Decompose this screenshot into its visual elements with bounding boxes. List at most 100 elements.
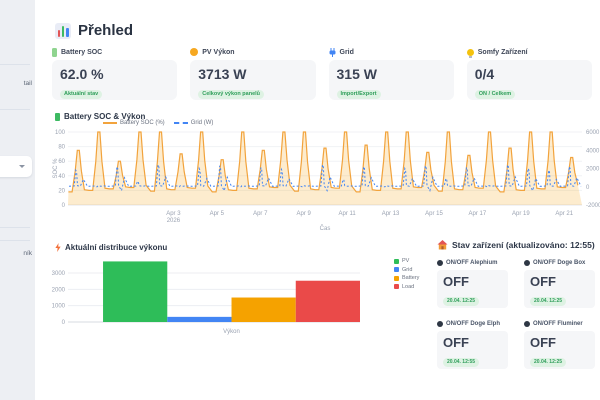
device-label: ON/OFF Fluminer bbox=[533, 321, 583, 327]
svg-text:Čas: Čas bbox=[320, 225, 331, 232]
status-badge: Aktuální stav bbox=[60, 90, 102, 99]
stat-card-body: 315 W Import/Export bbox=[329, 60, 454, 100]
stat-value: 315 W bbox=[337, 66, 446, 82]
stat-card-label: Battery SOC bbox=[61, 49, 102, 56]
legend-label-battery: Battery bbox=[402, 275, 419, 281]
svg-text:Apr 17: Apr 17 bbox=[469, 211, 487, 217]
battery-swatch bbox=[394, 276, 399, 281]
stat-card-body: 62.0 % Aktuální stav bbox=[52, 60, 177, 100]
device-toggle[interactable]: OFF 20.04. 12:55 bbox=[437, 331, 508, 369]
bar-chart-title-row: Aktuální distribuce výkonu bbox=[55, 243, 167, 252]
svg-text:Apr 3: Apr 3 bbox=[166, 211, 181, 217]
svg-text:60: 60 bbox=[58, 159, 65, 165]
svg-text:2000: 2000 bbox=[586, 167, 600, 173]
status-badge: ON / Celkem bbox=[475, 90, 515, 99]
device-status-panel: Stav zařízení (aktualizováno: 12:55) ON/… bbox=[437, 240, 595, 369]
sun-icon bbox=[190, 48, 198, 56]
stat-value: 0/4 bbox=[475, 66, 584, 82]
svg-text:Apr 9: Apr 9 bbox=[296, 211, 311, 217]
device-toggle[interactable]: OFF 20.04. 12:25 bbox=[524, 270, 595, 308]
device-card-doge-box: ON/OFF Doge Box OFF 20.04. 12:25 bbox=[524, 258, 595, 308]
svg-text:2000: 2000 bbox=[52, 287, 66, 293]
power-icon bbox=[437, 260, 443, 266]
svg-text:Apr 21: Apr 21 bbox=[555, 211, 573, 217]
power-icon bbox=[524, 260, 530, 266]
sidebar-divider bbox=[0, 240, 30, 241]
svg-text:Výkon: Výkon bbox=[223, 329, 240, 335]
device-label: ON/OFF Doge Box bbox=[533, 260, 585, 266]
device-card-fluminer: ON/OFF Fluminer OFF 20.04. 12:25 bbox=[524, 319, 595, 369]
svg-text:0: 0 bbox=[586, 185, 590, 191]
device-timestamp: 20.04. 12:25 bbox=[443, 297, 479, 306]
chevron-down-icon bbox=[19, 165, 25, 168]
bar-chart-legend: PV Grid Battery Load bbox=[394, 258, 419, 290]
svg-text:-2000: -2000 bbox=[586, 203, 600, 209]
stat-value: 62.0 % bbox=[60, 66, 169, 82]
svg-text:0: 0 bbox=[62, 320, 66, 326]
device-card-alephium: ON/OFF Alephium OFF 20.04. 12:25 bbox=[437, 258, 508, 308]
stat-cards-row: Battery SOC 62.0 % Aktuální stav PV Výko… bbox=[52, 46, 592, 100]
svg-text:Apr 13: Apr 13 bbox=[382, 211, 400, 217]
battery-chart-icon bbox=[55, 113, 60, 121]
sidebar-item-detail[interactable]: tail bbox=[24, 80, 32, 87]
device-state: OFF bbox=[530, 335, 589, 350]
device-label: ON/OFF Alephium bbox=[446, 260, 497, 266]
svg-text:Apr 11: Apr 11 bbox=[338, 211, 356, 217]
svg-text:40: 40 bbox=[58, 174, 65, 180]
device-toggle[interactable]: OFF 20.04. 12:25 bbox=[524, 331, 595, 369]
svg-text:6000: 6000 bbox=[586, 130, 600, 136]
device-panel-title: Stav zařízení (aktualizováno: 12:55) bbox=[452, 240, 595, 250]
svg-text:80: 80 bbox=[58, 145, 65, 151]
stat-card-body: 0/4 ON / Celkem bbox=[467, 60, 592, 100]
sidebar-divider bbox=[0, 109, 30, 110]
stat-card-grid: Grid 315 W Import/Export bbox=[329, 46, 454, 100]
svg-text:2026: 2026 bbox=[167, 218, 181, 224]
load-swatch bbox=[394, 284, 399, 289]
page-title: Přehled bbox=[78, 22, 133, 39]
stat-card-pv-power: PV Výkon 3713 W Celkový výkon panelů bbox=[190, 46, 315, 100]
device-timestamp: 20.04. 12:25 bbox=[530, 297, 566, 306]
legend-label-load: Load bbox=[402, 284, 414, 290]
status-badge: Import/Export bbox=[337, 90, 381, 99]
house-icon bbox=[437, 240, 448, 250]
sidebar-divider bbox=[0, 64, 30, 65]
stat-card-somfy: Somfy Zařízení 0/4 ON / Celkem bbox=[467, 46, 592, 100]
grid-line-swatch bbox=[174, 122, 188, 124]
svg-text:1000: 1000 bbox=[52, 304, 66, 310]
grid-swatch bbox=[394, 267, 399, 272]
stat-card-label: Grid bbox=[340, 49, 354, 56]
svg-text:100: 100 bbox=[55, 130, 66, 136]
svg-text:4000: 4000 bbox=[586, 148, 600, 154]
svg-text:SOC %: SOC % bbox=[53, 158, 59, 179]
sidebar-divider bbox=[0, 227, 30, 228]
battery-icon bbox=[52, 48, 57, 57]
svg-text:0: 0 bbox=[62, 203, 66, 209]
stat-card-battery-soc: Battery SOC 62.0 % Aktuální stav bbox=[52, 46, 177, 100]
device-state: OFF bbox=[530, 274, 589, 289]
bar-chart-title: Aktuální distribuce výkonu bbox=[65, 243, 167, 252]
power-distribution-bar-chart[interactable]: 0 1000 2000 3000 Výkon bbox=[50, 254, 370, 346]
lightning-icon bbox=[55, 243, 61, 252]
device-state: OFF bbox=[443, 274, 502, 289]
stat-value: 3713 W bbox=[198, 66, 307, 82]
device-timestamp: 20.04. 12:55 bbox=[443, 358, 479, 367]
soc-power-line-chart[interactable]: 0 20 40 60 80 100 -2000 0 2000 4000 6000 SOC % Apr 3… bbox=[50, 126, 600, 232]
svg-text:Apr 7: Apr 7 bbox=[253, 211, 268, 217]
stat-card-label: PV Výkon bbox=[202, 49, 234, 56]
sidebar-item-bottom[interactable]: ník bbox=[23, 250, 32, 257]
bar-chart-icon bbox=[55, 23, 71, 39]
device-label: ON/OFF Doge Elph bbox=[446, 321, 500, 327]
stat-card-body: 3713 W Celkový výkon panelů bbox=[190, 60, 315, 100]
stat-card-label: Somfy Zařízení bbox=[478, 49, 528, 56]
svg-text:3000: 3000 bbox=[52, 271, 66, 277]
pv-swatch bbox=[394, 259, 399, 264]
device-timestamp: 20.04. 12:25 bbox=[530, 358, 566, 367]
sidebar: tail ník bbox=[0, 0, 35, 400]
sidebar-dropdown[interactable] bbox=[0, 156, 32, 177]
device-card-doge-elph: ON/OFF Doge Elph OFF 20.04. 12:55 bbox=[437, 319, 508, 369]
svg-text:Apr 15: Apr 15 bbox=[425, 211, 443, 217]
svg-text:20: 20 bbox=[58, 188, 65, 194]
legend-label-pv: PV bbox=[402, 258, 409, 264]
legend-label-grid2: Grid bbox=[402, 267, 412, 273]
device-toggle[interactable]: OFF 20.04. 12:25 bbox=[437, 270, 508, 308]
